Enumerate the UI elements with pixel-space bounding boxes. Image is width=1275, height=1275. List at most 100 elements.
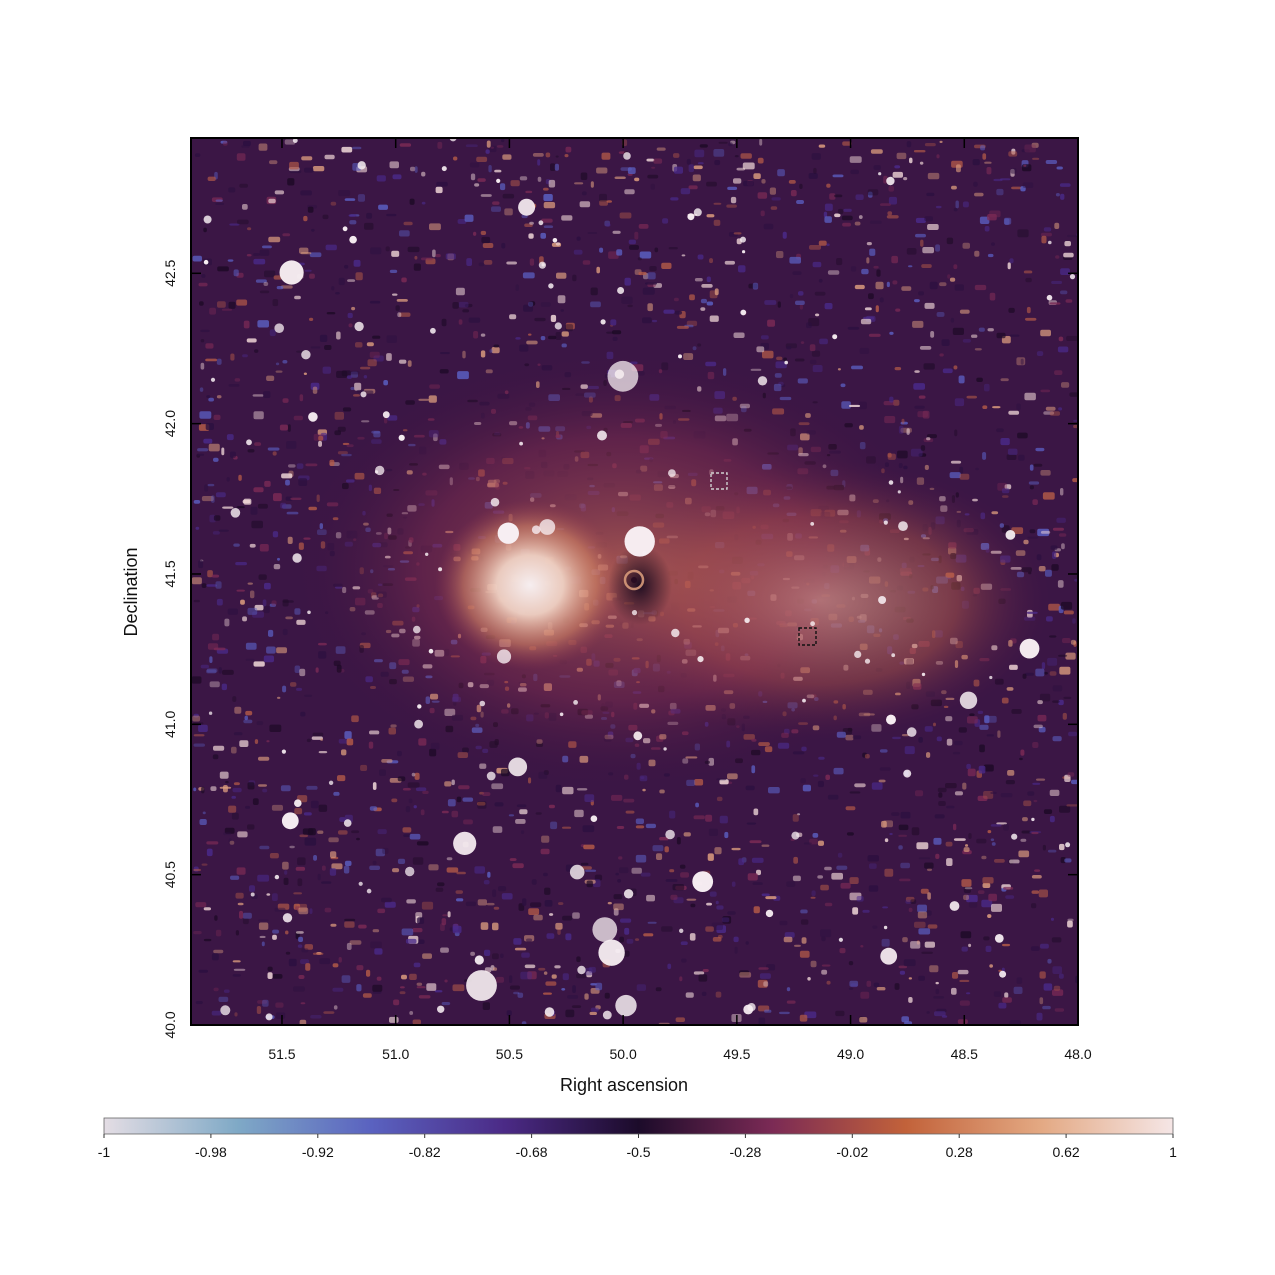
noise-speckle <box>924 941 935 948</box>
noise-speckle <box>1058 336 1064 342</box>
noise-speckle <box>967 716 978 724</box>
noise-speckle <box>330 923 337 927</box>
noise-speckle <box>383 380 388 386</box>
y-tick-label: 41.0 <box>162 710 178 737</box>
noise-speckle <box>921 951 933 954</box>
noise-speckle <box>206 395 211 398</box>
noise-speckle <box>562 915 573 921</box>
bright-source <box>1011 833 1018 840</box>
noise-speckle <box>351 830 360 834</box>
noise-speckle <box>441 810 449 814</box>
noise-speckle <box>635 938 640 941</box>
noise-speckle <box>1025 317 1037 321</box>
noise-speckle <box>401 928 414 936</box>
bright-source <box>538 220 544 226</box>
noise-speckle <box>263 655 274 663</box>
noise-speckle <box>355 342 363 348</box>
noise-speckle <box>350 371 358 378</box>
colorbar-tick-label: -0.5 <box>626 1144 650 1160</box>
noise-speckle <box>195 526 200 530</box>
noise-speckle <box>213 515 221 521</box>
noise-speckle <box>211 1010 222 1016</box>
noise-speckle <box>706 181 717 187</box>
noise-speckle <box>296 463 304 469</box>
noise-speckle <box>954 429 958 437</box>
noise-speckle <box>348 214 357 217</box>
noise-speckle <box>724 831 729 839</box>
noise-speckle <box>295 866 306 871</box>
noise-speckle <box>298 975 305 979</box>
noise-speckle <box>811 153 821 160</box>
bright-source <box>342 226 348 232</box>
noise-speckle <box>1051 564 1059 571</box>
noise-speckle <box>663 309 675 314</box>
x-tick-label: 50.5 <box>496 1046 523 1062</box>
noise-speckle <box>482 792 491 796</box>
noise-speckle <box>234 706 242 714</box>
noise-speckle <box>873 265 879 269</box>
noise-speckle <box>826 243 830 247</box>
noise-speckle <box>786 881 796 887</box>
noise-speckle <box>906 428 910 435</box>
noise-speckle <box>257 320 269 328</box>
noise-speckle <box>246 338 257 343</box>
noise-speckle <box>408 798 413 804</box>
noise-speckle <box>403 221 413 226</box>
noise-speckle <box>653 158 663 164</box>
noise-speckle <box>500 183 506 191</box>
noise-speckle <box>538 967 546 971</box>
noise-speckle <box>1040 943 1049 949</box>
noise-speckle <box>941 1015 948 1018</box>
noise-speckle <box>642 287 655 295</box>
noise-speckle <box>325 244 337 251</box>
noise-speckle <box>1001 488 1010 494</box>
noise-speckle <box>342 407 352 412</box>
noise-speckle <box>201 496 214 502</box>
bright-source <box>623 152 631 160</box>
noise-speckle <box>1049 411 1060 416</box>
noise-speckle <box>1060 193 1065 200</box>
noise-speckle <box>963 847 970 852</box>
noise-speckle <box>929 965 939 973</box>
noise-speckle <box>1002 495 1009 498</box>
noise-speckle <box>262 599 267 607</box>
noise-speckle <box>701 284 713 288</box>
noise-speckle <box>946 858 953 866</box>
noise-speckle <box>1023 270 1033 274</box>
noise-speckle <box>509 314 517 320</box>
noise-speckle <box>247 607 258 615</box>
noise-speckle <box>604 220 610 227</box>
noise-speckle <box>341 749 347 756</box>
noise-speckle <box>654 247 659 253</box>
noise-speckle <box>515 284 519 291</box>
noise-speckle <box>859 401 867 410</box>
noise-speckle <box>546 933 555 939</box>
noise-speckle <box>820 929 832 938</box>
noise-speckle <box>312 732 324 737</box>
noise-speckle <box>235 930 239 936</box>
noise-speckle <box>233 543 240 547</box>
noise-speckle <box>574 182 584 185</box>
noise-speckle <box>206 669 217 674</box>
noise-speckle <box>924 302 935 309</box>
noise-speckle <box>300 711 306 717</box>
noise-speckle <box>739 970 750 976</box>
bright-source <box>631 610 638 616</box>
noise-speckle <box>462 797 474 802</box>
noise-speckle <box>207 570 213 578</box>
noise-speckle <box>482 1002 490 1010</box>
noise-speckle <box>286 441 297 449</box>
noise-speckle <box>918 291 924 296</box>
noise-speckle <box>817 875 823 879</box>
noise-speckle <box>299 394 304 402</box>
noise-speckle <box>1052 989 1064 996</box>
noise-speckle <box>792 271 802 275</box>
noise-speckle <box>369 300 381 304</box>
noise-speckle <box>1037 714 1047 722</box>
noise-speckle <box>812 365 823 373</box>
x-tick-label: 51.0 <box>382 1046 409 1062</box>
noise-speckle <box>540 848 550 855</box>
noise-speckle <box>272 934 277 940</box>
noise-speckle <box>959 473 970 480</box>
noise-speckle <box>1024 392 1036 401</box>
